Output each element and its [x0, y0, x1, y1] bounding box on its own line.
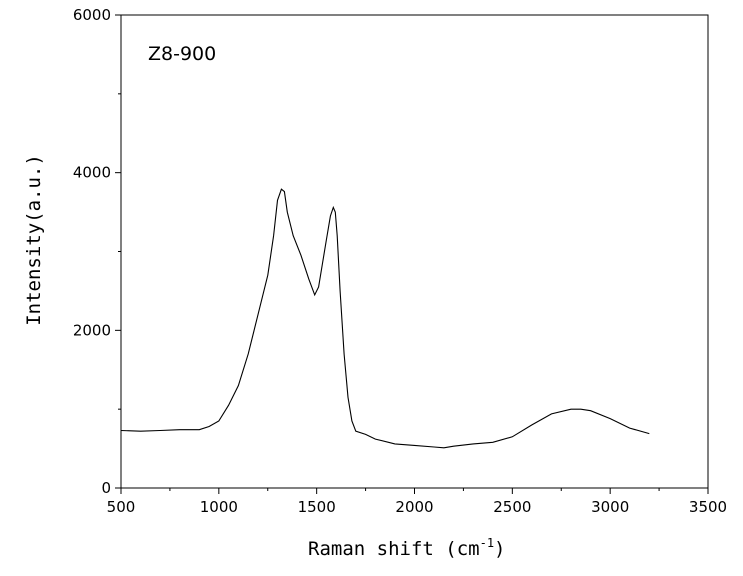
- x-tick-label: 2000: [395, 498, 433, 516]
- spectrum-line: [120, 188, 650, 449]
- x-axis-title-main: Raman shift (cm: [308, 538, 480, 560]
- y-axis-ticks: [115, 14, 121, 489]
- x-axis-ticks: [120, 488, 709, 494]
- plot-frame: [120, 14, 709, 489]
- x-tick-label: 2500: [493, 498, 531, 516]
- x-tick-label: 500: [107, 498, 136, 516]
- x-tick-label: 1000: [200, 498, 238, 516]
- y-tick-label: 2000: [73, 321, 111, 339]
- y-tick-label: 4000: [73, 164, 111, 182]
- y-tick-label: 6000: [73, 6, 111, 24]
- x-axis-title-superscript: -1: [480, 536, 494, 550]
- x-tick-label: 3000: [591, 498, 629, 516]
- sample-annotation: Z8-900: [148, 43, 216, 65]
- x-axis-title: Raman shift (cm-1): [308, 536, 506, 560]
- x-axis-tick-labels: 500 1000 1500 2000 2500 3000 3500: [107, 498, 727, 516]
- x-tick-label: 1500: [298, 498, 336, 516]
- y-tick-label: 0: [101, 479, 111, 497]
- y-axis-tick-labels: 0 2000 4000 6000: [73, 6, 111, 497]
- y-axis-title: Intensity(a.u.): [23, 154, 45, 326]
- x-axis-title-suffix: ): [494, 538, 505, 560]
- x-tick-label: 3500: [689, 498, 727, 516]
